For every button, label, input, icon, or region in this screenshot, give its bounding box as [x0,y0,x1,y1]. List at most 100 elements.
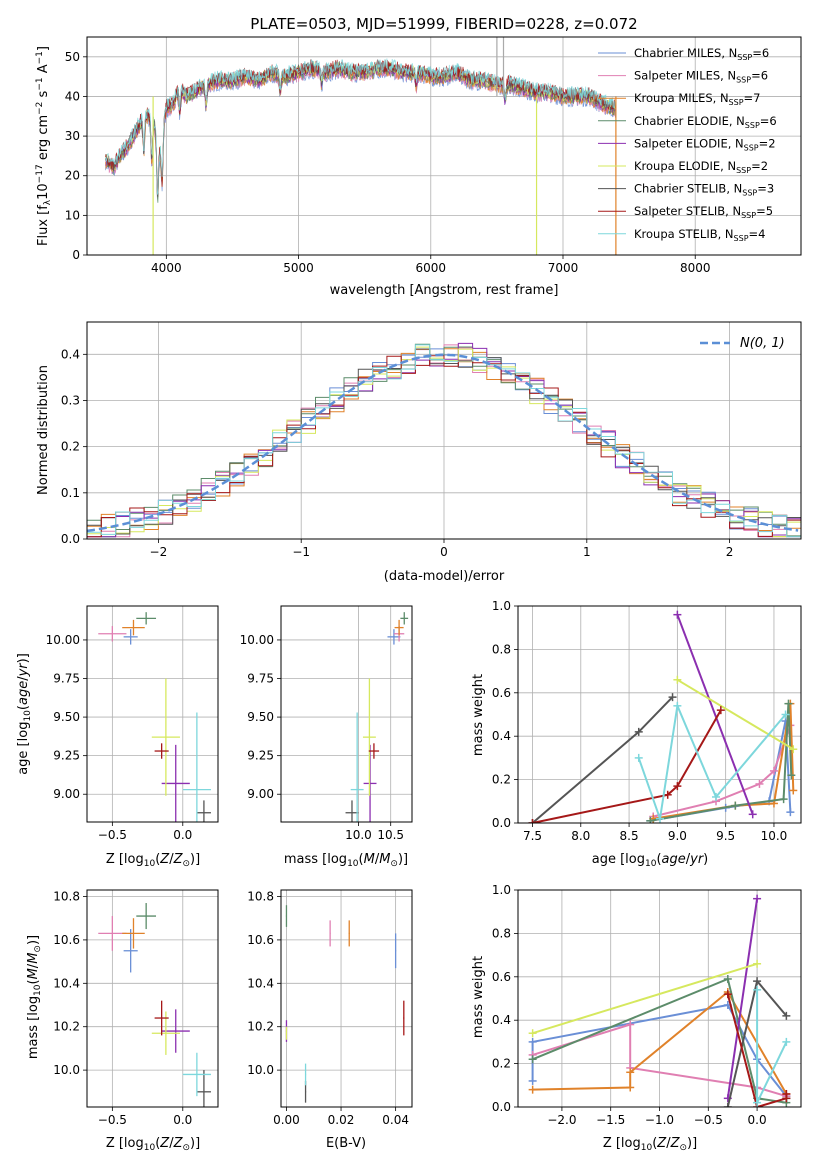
y-tick-label: 10.00 [46,633,80,647]
legend-entry: Salpeter ELODIE, NSSP=2 [634,136,776,152]
y-tick-label: 40 [65,89,80,103]
y-tick-label: 0.0 [492,1100,511,1114]
spectrum-line-chabrier-stelib [105,60,617,197]
legend-entry: Kroupa ELODIE, NSSP=2 [634,159,768,175]
y-tick-label: 0.8 [492,642,511,656]
y-tick-label: 9.75 [247,672,274,686]
axes-frame [86,605,219,823]
x-tick-label: 6000 [416,261,447,275]
histogram-step [87,344,801,538]
axes-frame [517,605,802,824]
residual-ylabel: Normed distribution [36,365,51,495]
weight-age-xlabel: age [log10(age/yr) [592,852,709,869]
residual-histogram-panel: −2 −1 0 1 2 0.0 0.1 0.2 0.3 0.4 N(0, 1) (data-mode… [36,321,802,584]
y-tick-label: 1.0 [492,599,511,613]
x-tick-label: 8.0 [571,829,590,843]
x-tick-label: 5000 [283,261,314,275]
x-tick-label: −2 [150,545,168,559]
x-tick-label: 0.00 [273,1113,300,1127]
y-tick-label: 9.25 [247,749,274,763]
y-tick-label: 10.8 [247,890,274,904]
age-Z-ylabel: age [log10(age/yr)] [16,653,33,775]
legend-entry: Chabrier MILES, NSSP=6 [634,46,769,62]
plot-area [528,894,791,1107]
axes-frame [86,321,802,540]
age-mass-xlabel: mass [log10(M/M⊙)] [284,852,408,869]
x-tick-label: 0.04 [382,1113,409,1127]
y-tick-label: 50 [65,50,80,64]
x-tick-label: 0.02 [328,1113,355,1127]
weight-line [726,898,759,1099]
axes-frame [86,889,219,1108]
y-tick-label: 1.0 [492,883,511,897]
legend-entry: N(0, 1) [740,336,785,351]
y-tick-label: 30 [65,129,80,143]
weight-line [531,696,674,823]
plot-area [105,37,617,255]
y-tick-label: 10.00 [240,633,274,647]
y-tick-label: 0.0 [61,532,80,546]
y-tick-label: 0.2 [492,773,511,787]
spectrum-line-kroupa-elodie [105,60,617,195]
y-tick-label: 10.4 [247,976,274,990]
x-tick-label: 7000 [548,261,579,275]
axes-frame [517,889,802,1108]
y-tick-label: 10.6 [247,933,274,947]
weight-Z-xlabel: Z [log10(Z/Z⊙)] [603,1136,697,1153]
x-tick-label: 10.0 [761,829,788,843]
y-tick-label: 10.2 [53,1020,80,1034]
x-tick-label: 9.0 [668,829,687,843]
spectrum-ylabel: Flux [fλ10−17 erg cm−2 s−1 A−1] [35,46,53,246]
spectrum-legend: Chabrier MILES, NSSP=6 Salpeter MILES, NS… [598,46,777,243]
age-vs-Z-panel: −0.5 0.0 9.00 9.25 9.50 9.75 10.00 Z [log10(Z/… [16,605,219,869]
y-tick-label: 9.50 [53,710,80,724]
y-tick-label: 9.00 [247,787,274,801]
y-tick-label: 0.2 [61,440,80,454]
grid [518,605,801,824]
axes-frame [280,605,413,823]
x-tick-label: 7.5 [523,829,542,843]
x-tick-label: 2 [726,545,734,559]
x-tick-label: 10.0 [345,828,372,842]
x-tick-label: 4000 [151,261,182,275]
axes-frame [86,36,802,256]
x-tick-label: −0.5 [98,1113,127,1127]
figure-title: PLATE=0503, MJD=51999, FIBERID=0228, z=0… [250,15,637,33]
age-Z-xlabel: Z [log10(Z/Z⊙)] [106,852,200,869]
y-tick-label: 9.75 [53,672,80,686]
y-tick-label: 10.8 [53,890,80,904]
mass-Z-xlabel: Z [log10(Z/Z⊙)] [106,1136,200,1153]
plot-area [285,905,405,1103]
x-tick-label: −0.5 [694,1113,723,1127]
x-tick-label: 9.5 [716,829,735,843]
x-tick-label: 10.5 [377,828,404,842]
y-tick-label: 10 [65,208,80,222]
axes-frame [280,889,413,1108]
y-tick-label: 0.8 [492,926,511,940]
legend-entry: Kroupa STELIB, NSSP=4 [634,227,765,243]
normal-curve [87,353,799,533]
y-tick-label: 0.6 [492,970,511,984]
legend-entry: Salpeter STELIB, NSSP=5 [634,204,773,220]
legend-entry: Kroupa MILES, NSSP=7 [634,91,760,107]
x-tick-label: 0.0 [173,1113,192,1127]
x-tick-label: −0.5 [98,828,127,842]
y-tick-label: 10.0 [247,1063,274,1077]
weight-line [532,962,758,1035]
grid [281,890,412,1107]
x-tick-label: −1.0 [645,1113,674,1127]
y-tick-label: 9.50 [247,710,274,724]
weight-line [676,614,754,815]
x-tick-label: −1 [292,545,310,559]
legend-entry: Chabrier ELODIE, NSSP=6 [634,114,777,130]
weight-vs-Z-panel: −2.0 −1.5 −1.0 −0.5 0.0 0.0 0.2 0.4 0.6 0.8 1.0 Z … [471,883,802,1153]
x-tick-label: −1.5 [596,1113,625,1127]
spectrum-line-chabrier-elodie [105,62,617,203]
y-tick-label: 10.4 [53,976,80,990]
x-tick-label: 8000 [680,261,711,275]
spectrum-line-kroupa-miles [105,63,617,197]
weight-age-ylabel: mass weight [471,674,486,756]
plot-area [528,610,798,823]
spectrum-line-kroupa-stelib [105,58,617,195]
plot-area [345,612,409,822]
